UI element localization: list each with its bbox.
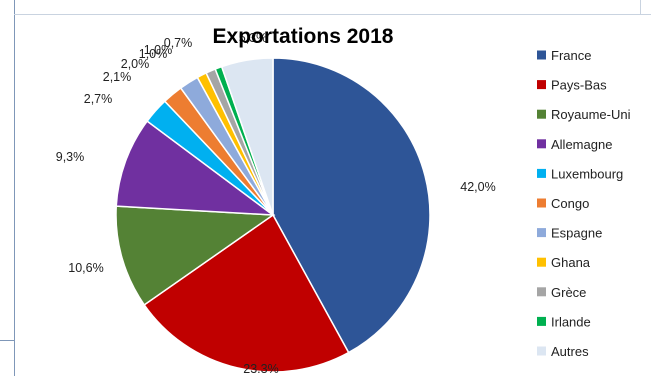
frame-top-edge <box>14 14 651 15</box>
pie-slice-allemagne <box>115 120 276 216</box>
legend-swatch-ghana <box>537 257 546 267</box>
legend-swatch-luxembourg <box>537 168 546 178</box>
slice-label-autres: 5,3% <box>239 31 268 45</box>
slice-label-pays-bas: 23.3% <box>243 362 278 376</box>
slice-label-irlande: 0,7% <box>164 36 193 50</box>
legend-label-congo: Congo <box>551 196 589 211</box>
legend-swatch-espagne <box>537 228 546 238</box>
legend-swatch-allemagne <box>537 139 546 149</box>
legend-swatch-irlande <box>537 316 546 326</box>
legend-label-ghana: Ghana <box>551 255 591 270</box>
slice-label-luxembourg: 2,7% <box>84 92 113 106</box>
slice-label-royaume-uni: 10,6% <box>68 261 103 275</box>
frame-left-edge <box>14 0 15 376</box>
slice-label-allemagne: 9,3% <box>56 150 85 164</box>
chart-title: Exportations 2018 <box>213 25 394 48</box>
pie-slice-pays-bas <box>143 213 350 373</box>
slice-label-espagne: 2,0% <box>121 57 150 71</box>
legend-label-espagne: Espagne <box>551 226 602 241</box>
frame-tick <box>0 340 14 341</box>
pie-labels: 42,0% 23.3% 10,6% 9,3% 2,7% 2,1%2,0%1,0%1,0%0… <box>56 31 496 376</box>
pie-slices <box>115 57 431 373</box>
legend-label-irlande: Irlande <box>551 314 591 329</box>
slice-label-france: 42,0% <box>460 180 495 194</box>
legend-label-allemagne: Allemagne <box>551 137 612 152</box>
legend-label-luxembourg: Luxembourg <box>551 166 623 181</box>
legend-label-grece: Grèce <box>551 285 586 300</box>
legend-swatch-congo <box>537 198 546 208</box>
legend-label-royaume-uni: Royaume-Uni <box>551 107 631 122</box>
pie-slice-autres <box>220 57 274 216</box>
legend-swatch-pays-bas <box>537 80 546 90</box>
legend-swatch-grece <box>537 287 546 297</box>
legend-swatch-autres <box>537 346 546 356</box>
pie-slice-royaume-uni <box>115 205 276 306</box>
legend-swatch-france <box>537 50 546 60</box>
legend-swatch-royaume-uni <box>537 109 546 119</box>
slice-label-ghana: 1,0% <box>139 47 168 61</box>
pie-slice-france <box>272 57 431 354</box>
frame-corner <box>640 0 641 14</box>
slice-label-congo: 2,1% <box>103 70 132 84</box>
legend-label-france: France <box>551 48 591 63</box>
legend-label-autres: Autres <box>551 344 589 359</box>
slice-label-grece: 1,0% <box>144 43 173 57</box>
legend-label-pays-bas: Pays-Bas <box>551 78 607 93</box>
legend: France Pays-Bas Royaume-Uni Allemagne Luxemb… <box>537 48 631 359</box>
